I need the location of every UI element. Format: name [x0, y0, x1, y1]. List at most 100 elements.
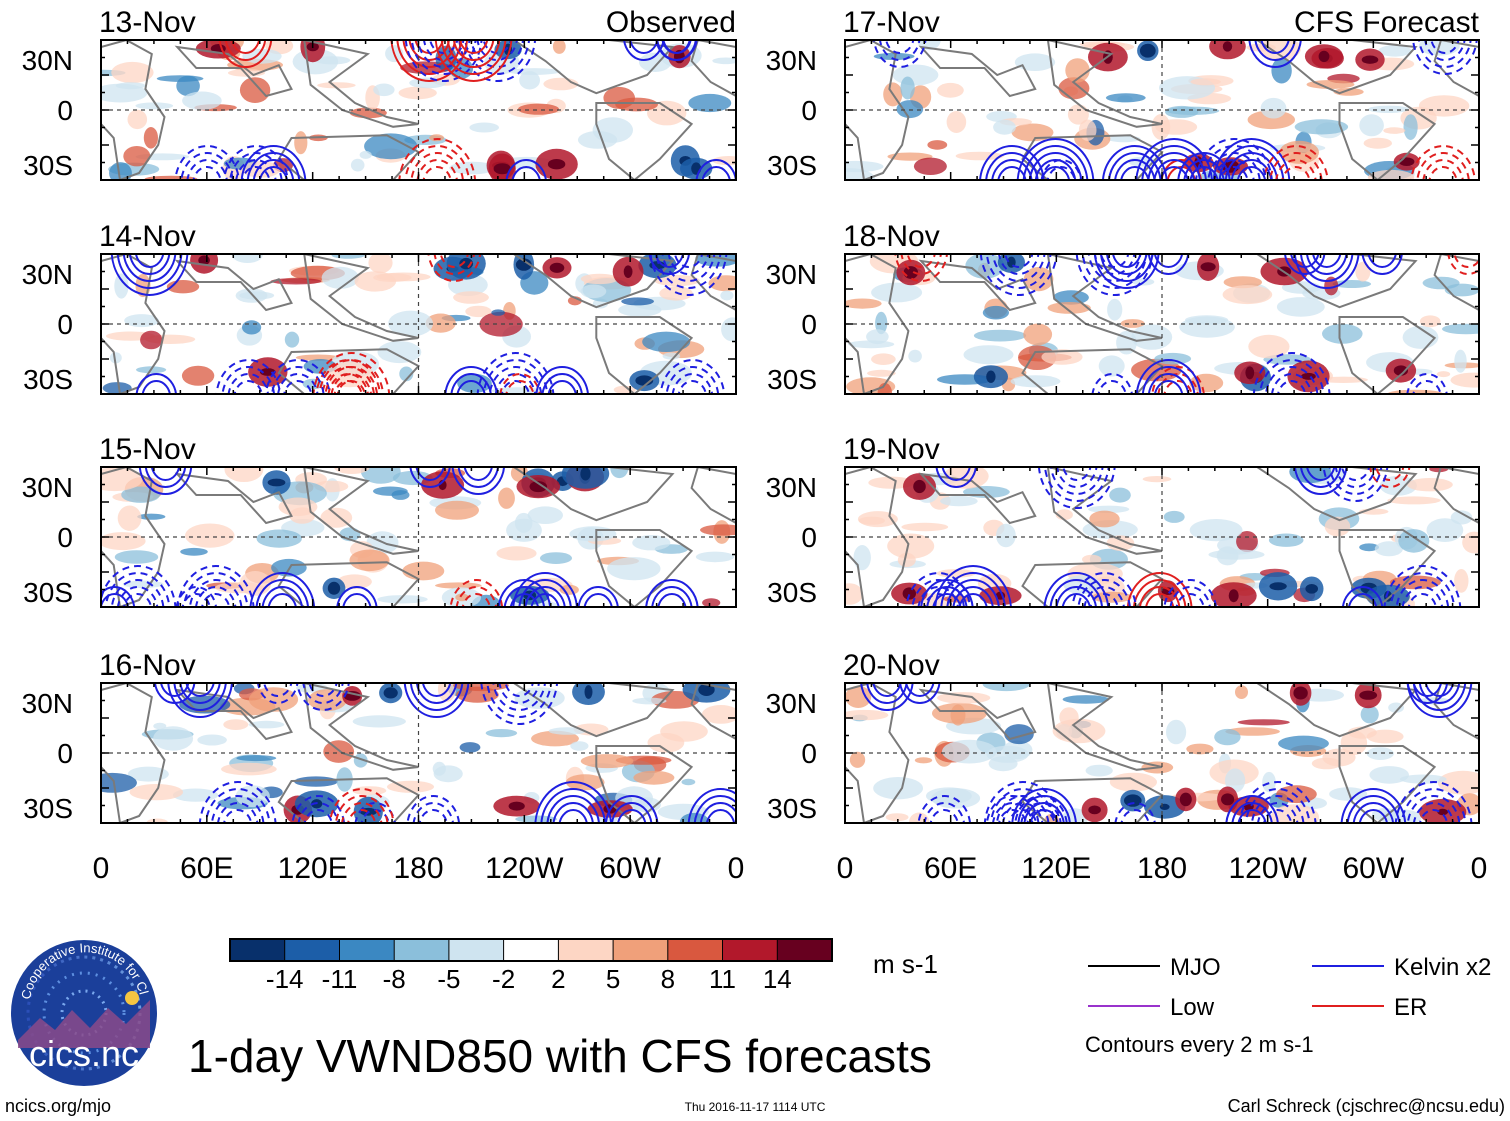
- kelvin-contour-positive: [167, 683, 233, 718]
- southerly-anomaly-patch: [1398, 529, 1430, 553]
- colorbar-tick-label: -5: [437, 964, 460, 994]
- lat-label: 0: [801, 309, 817, 340]
- panel-19-nov: 30N 0 30S 19-Nov: [766, 433, 1480, 608]
- northerly-anomaly-patch: [845, 298, 882, 309]
- colorbar-swatch: [612, 938, 669, 962]
- er-contour: [1453, 254, 1479, 268]
- northerly-anomaly-patch: [1246, 43, 1276, 52]
- colorbar-tick-label: -2: [492, 964, 515, 994]
- kelvin-contour-positive: [940, 572, 1006, 607]
- panel-13-nov: 30N 0 30S 13-Nov Observed: [22, 6, 737, 181]
- southerly-anomaly-patch: [1098, 355, 1125, 377]
- lon-label: 180: [393, 852, 443, 885]
- kelvin-contour-positive: [1312, 254, 1342, 268]
- kelvin-contour-negative: [1412, 380, 1442, 394]
- southerly-anomaly-patch: [172, 788, 219, 802]
- southerly-anomaly-patch: [114, 273, 129, 299]
- kelvin-contour-positive: [1237, 809, 1267, 823]
- land-outline: [1046, 40, 1163, 128]
- kelvin-contour-positive: [511, 166, 541, 180]
- northerly-anomaly-patch: [857, 511, 898, 528]
- northerly-anomaly-patch: [1223, 276, 1263, 289]
- kelvin-contour-positive: [932, 593, 962, 607]
- northerly-anomaly-patch: [552, 40, 566, 54]
- extreme-anomaly-core: [508, 801, 525, 811]
- longitude-axes: 0 60E 120E 180 120W 60W 0 0 60E 120E 180 120W 60W 0: [93, 852, 1488, 885]
- southerly-anomaly-patch: [1166, 106, 1220, 116]
- contours: [905, 467, 1462, 607]
- er-contour: [408, 40, 450, 61]
- panel-15-nov: 30N 0 30S 15-Nov: [22, 433, 737, 608]
- colorbar: -14 -11 -8 -5 -2 2 5 8 11 14: [229, 938, 833, 994]
- kelvin-contour-positive: [1231, 802, 1273, 823]
- southerly-anomaly-patch: [137, 513, 166, 520]
- land-outline: [1255, 40, 1418, 95]
- kelvin-contour-negative: [923, 593, 953, 607]
- kelvin-contour-positive: [866, 683, 908, 704]
- kelvin-contour-positive: [1159, 166, 1189, 180]
- er-contour: [321, 366, 375, 394]
- er-contour: [324, 366, 379, 394]
- er-contour: [1428, 166, 1458, 180]
- northerly-anomaly-patch: [117, 505, 142, 531]
- northerly-anomaly-patch: [845, 685, 872, 709]
- kelvin-contour-positive: [246, 152, 301, 180]
- southerly-anomaly-patch: [101, 772, 137, 793]
- land-outline: [1021, 348, 1164, 394]
- northerly-anomaly-patch: [1276, 785, 1317, 804]
- kelvin-contour-negative: [476, 352, 555, 394]
- southerly-anomaly-patch: [875, 311, 888, 335]
- kelvin-contour-positive: [1424, 683, 1455, 697]
- contours: [153, 683, 736, 823]
- lon-label: 60W: [599, 852, 661, 885]
- kelvin-contour-positive: [1299, 254, 1354, 282]
- land-outline: [303, 40, 419, 128]
- land-outline: [277, 348, 421, 394]
- lon-label: 60E: [180, 852, 233, 885]
- kelvin-contour-positive: [1093, 254, 1160, 289]
- kelvin-contour-positive: [905, 683, 935, 697]
- lat-label: 30N: [22, 688, 73, 719]
- kelvin-contour-negative: [1430, 40, 1460, 54]
- contours: [872, 40, 1478, 180]
- northerly-anomaly-patch: [146, 818, 168, 823]
- panel-source: CFS Forecast: [1294, 6, 1480, 39]
- northerly-anomaly-patch: [1319, 376, 1368, 383]
- kelvin-contour-positive: [1290, 254, 1320, 268]
- land-outline: [1433, 467, 1479, 525]
- northerly-anomaly-patch: [701, 705, 736, 724]
- southerly-anomaly-patch: [1388, 702, 1404, 713]
- land-outline: [277, 561, 421, 607]
- northerly-anomaly-patch: [1236, 531, 1258, 552]
- southerly-anomaly-patch: [256, 529, 302, 548]
- extreme-anomaly-core: [1399, 157, 1415, 166]
- extreme-anomaly-core: [580, 467, 591, 481]
- kelvin-contour-negative: [488, 366, 543, 394]
- northerly-anomaly-patch: [1023, 323, 1053, 346]
- northerly-anomaly-patch: [877, 382, 892, 394]
- kelvin-contour-negative: [188, 579, 243, 607]
- extreme-anomaly-core: [902, 587, 916, 600]
- southerly-anomaly-patch: [1329, 787, 1368, 801]
- land-outline: [690, 467, 736, 525]
- northerly-anomaly-patch: [932, 702, 987, 724]
- kelvin-contour-negative: [410, 40, 477, 75]
- kelvin-contour-positive: [1406, 683, 1473, 718]
- er-contour: [440, 40, 507, 75]
- kelvin-contour-negative: [673, 254, 704, 268]
- kelvin-contour-positive: [255, 579, 310, 607]
- kelvin-contour-positive: [258, 166, 289, 180]
- southerly-anomaly-patch: [1189, 519, 1243, 542]
- southerly-anomaly-patch: [235, 288, 268, 303]
- kelvin-contour-positive: [252, 159, 295, 180]
- land-outline: [595, 529, 694, 607]
- northerly-anomaly-patch: [1306, 80, 1355, 89]
- er-contour: [336, 380, 366, 394]
- lat-label: 30S: [23, 577, 73, 608]
- northerly-anomaly-patch: [1089, 510, 1120, 528]
- extreme-anomaly-core: [1200, 262, 1216, 272]
- northerly-anomaly-patch: [517, 103, 560, 115]
- extreme-anomaly-core: [1159, 803, 1170, 811]
- panel-18-nov: 30N 0 30S 18-Nov: [766, 220, 1480, 395]
- kelvin-contour-negative: [241, 166, 271, 180]
